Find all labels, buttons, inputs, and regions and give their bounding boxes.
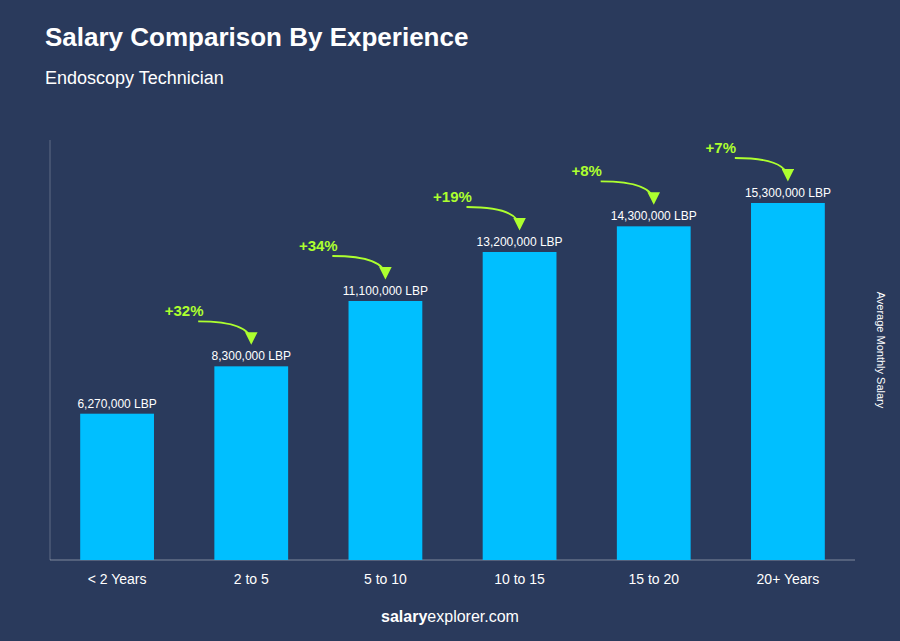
change-arrow [601, 181, 654, 202]
page: {"chart_data": {"type": "bar", "title": … [0, 0, 900, 641]
x-tick-label: 5 to 10 [364, 571, 407, 587]
value-label: 11,100,000 LBP [343, 284, 428, 298]
change-label: +7% [706, 139, 736, 156]
x-tick-label: 2 to 5 [234, 571, 269, 587]
watermark: salaryexplorer.com [381, 608, 519, 625]
value-label: 14,300,000 LBP [611, 209, 697, 223]
change-arrow [198, 321, 251, 342]
watermark-part: explorer.com [427, 608, 519, 625]
value-label: 15,300,000 LBP [745, 186, 831, 200]
bar [483, 252, 557, 560]
bar [80, 414, 154, 560]
title: Salary Comparison By Experience [45, 22, 468, 52]
change-label: +19% [433, 188, 472, 205]
x-tick-label: < 2 Years [88, 571, 147, 587]
change-arrow [332, 256, 385, 277]
x-axis-line [50, 560, 855, 561]
bar [751, 203, 825, 560]
chart: Salary Comparison By Experience Endoscopy… [0, 0, 900, 641]
change-arrow [735, 158, 788, 179]
bar [349, 301, 423, 560]
subtitle: Endoscopy Technician [45, 68, 224, 88]
bars [80, 203, 825, 560]
value-label: 6,270,000 LBP [77, 397, 156, 411]
y-axis-line [50, 140, 51, 560]
x-tick-label: 10 to 15 [494, 571, 545, 587]
x-tick-label: 15 to 20 [628, 571, 679, 587]
change-arrow [467, 207, 520, 228]
bar [617, 226, 691, 560]
change-label: +32% [165, 302, 204, 319]
value-label: 13,200,000 LBP [477, 235, 563, 249]
watermark-part: salary [381, 608, 427, 625]
bar [214, 366, 288, 560]
y-axis-label: Average Monthly Salary [875, 292, 887, 409]
value-label: 8,300,000 LBP [212, 349, 291, 363]
change-label: +34% [299, 237, 338, 254]
change-label: +8% [571, 162, 601, 179]
background [0, 0, 900, 641]
x-tick-label: 20+ Years [757, 571, 820, 587]
